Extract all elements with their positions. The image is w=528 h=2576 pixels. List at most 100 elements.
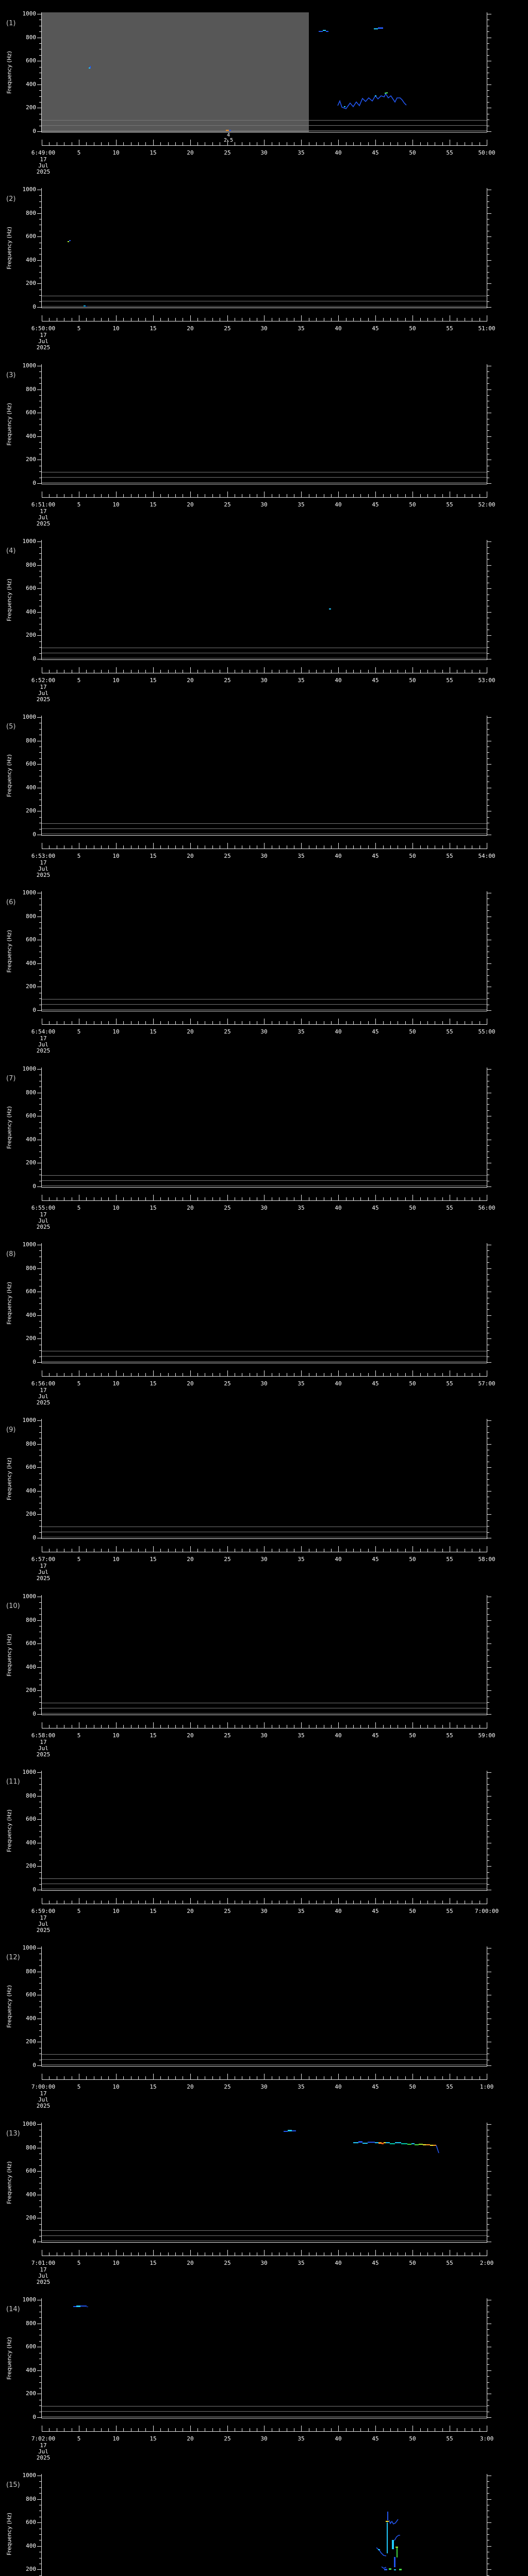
y-minor-tick-right [487,2177,489,2178]
bottom-spine [41,659,487,660]
time-tick [390,1901,391,1904]
y-minor-tick-left [39,817,41,818]
y-major-tick-right [487,1268,491,1269]
time-tick [175,2252,176,2256]
spectrogram-signal-mark [430,2145,433,2146]
time-tick [383,2076,384,2079]
time-axis-line [42,2079,487,2080]
time-tick [190,1370,191,1376]
y-tick-label: 1000 [22,1417,37,1423]
time-tick [316,2428,317,2431]
y-major-tick-left [37,1796,41,1797]
x-tick-label: 25 [224,1908,231,1914]
y-minor-tick-left [39,1479,41,1480]
y-tick-label: 400 [26,2367,36,2374]
x-tick-label: 5 [77,1028,81,1035]
time-tick [353,2428,354,2431]
time-tick [116,140,117,145]
x-tick-label: 20 [187,149,194,156]
x-tick-label: 10 [112,677,120,684]
panel-number-label: (3) [6,371,16,379]
y-minor-tick-right [487,793,489,794]
time-tick [160,845,161,849]
y-major-tick-right [487,1714,491,1715]
time-tick [412,1370,413,1376]
y-minor-tick-left [39,2487,41,2488]
y-minor-tick-right [487,600,489,601]
y-major-tick-left [37,1643,41,1644]
frequency-gridline [42,2054,487,2055]
start-time-label: 6:50:00 [31,325,56,332]
time-tick [190,492,191,497]
spectrogram-signal-mark [419,2144,423,2145]
y-minor-tick-left [39,1702,41,1703]
y-minor-tick-right [487,2212,489,2213]
time-tick [197,1725,198,1728]
time-tick [108,845,109,849]
y-minor-tick-left [39,1520,41,1521]
y-minor-tick-right [487,922,489,923]
time-tick [383,2428,384,2431]
y-minor-tick-left [39,207,41,208]
time-tick [175,1197,176,1200]
y-tick-label: 600 [26,760,36,767]
y-minor-tick-left [39,1455,41,1456]
bottom-spine [41,1187,487,1188]
time-tick [427,2252,428,2256]
time-tick [168,1901,169,1904]
end-time-label: 59:00 [478,1732,496,1739]
x-tick-label: 10 [112,2435,120,2442]
left-spine [41,540,42,660]
y-major-tick-right [487,612,491,613]
y-tick-label: 600 [26,1640,36,1647]
frequency-gridline [42,2411,487,2412]
time-tick [390,318,391,321]
x-tick-label: 45 [372,853,379,859]
time-tick [316,2076,317,2079]
bottom-spine [41,835,487,836]
x-tick-label: 5 [77,2083,81,2090]
y-axis-title: Frequency (Hz) [6,403,13,446]
y-minor-tick-right [487,78,489,79]
time-tick [116,1546,117,1552]
time-tick [442,845,443,849]
time-tick [427,318,428,321]
y-tick-label: 200 [26,2214,36,2221]
y-minor-tick-left [39,1303,41,1304]
time-tick [108,2076,109,2079]
time-tick [316,1549,317,1552]
time-tick [123,1373,124,1376]
y-minor-tick-right [487,641,489,642]
x-tick-label: 10 [112,501,120,508]
time-tick [375,843,376,849]
x-tick-label: 5 [77,1556,81,1563]
time-tick [86,2428,87,2431]
time-tick [190,843,191,849]
y-tick-label: 0 [32,303,36,310]
event-marks-layer [42,891,487,1011]
time-tick [197,2428,198,2431]
time-tick [175,1725,176,1728]
time-tick [405,318,406,321]
y-minor-tick-right [487,559,489,560]
x-tick-label: 10 [112,2260,120,2266]
time-tick [153,1019,154,1024]
event-magnitude-annotation: 2.5 [223,138,234,143]
spectrogram-signal-mark [375,95,376,96]
frequency-gridline [42,125,487,126]
frequency-gridline [42,482,487,483]
time-tick [123,142,124,145]
start-date-line: Jul [38,1393,48,1400]
time-tick [383,318,384,321]
time-tick [383,1021,384,1024]
time-tick [442,1021,443,1024]
time-tick [145,1725,146,1728]
time-tick [153,315,154,321]
y-minor-tick-left [39,805,41,806]
x-tick-label: 55 [446,1908,453,1914]
y-tick-label: 200 [26,1862,36,1869]
time-tick [116,1722,117,1728]
time-tick [390,1549,391,1552]
left-spine [41,1946,42,2066]
x-tick-label: 25 [224,2083,231,2090]
